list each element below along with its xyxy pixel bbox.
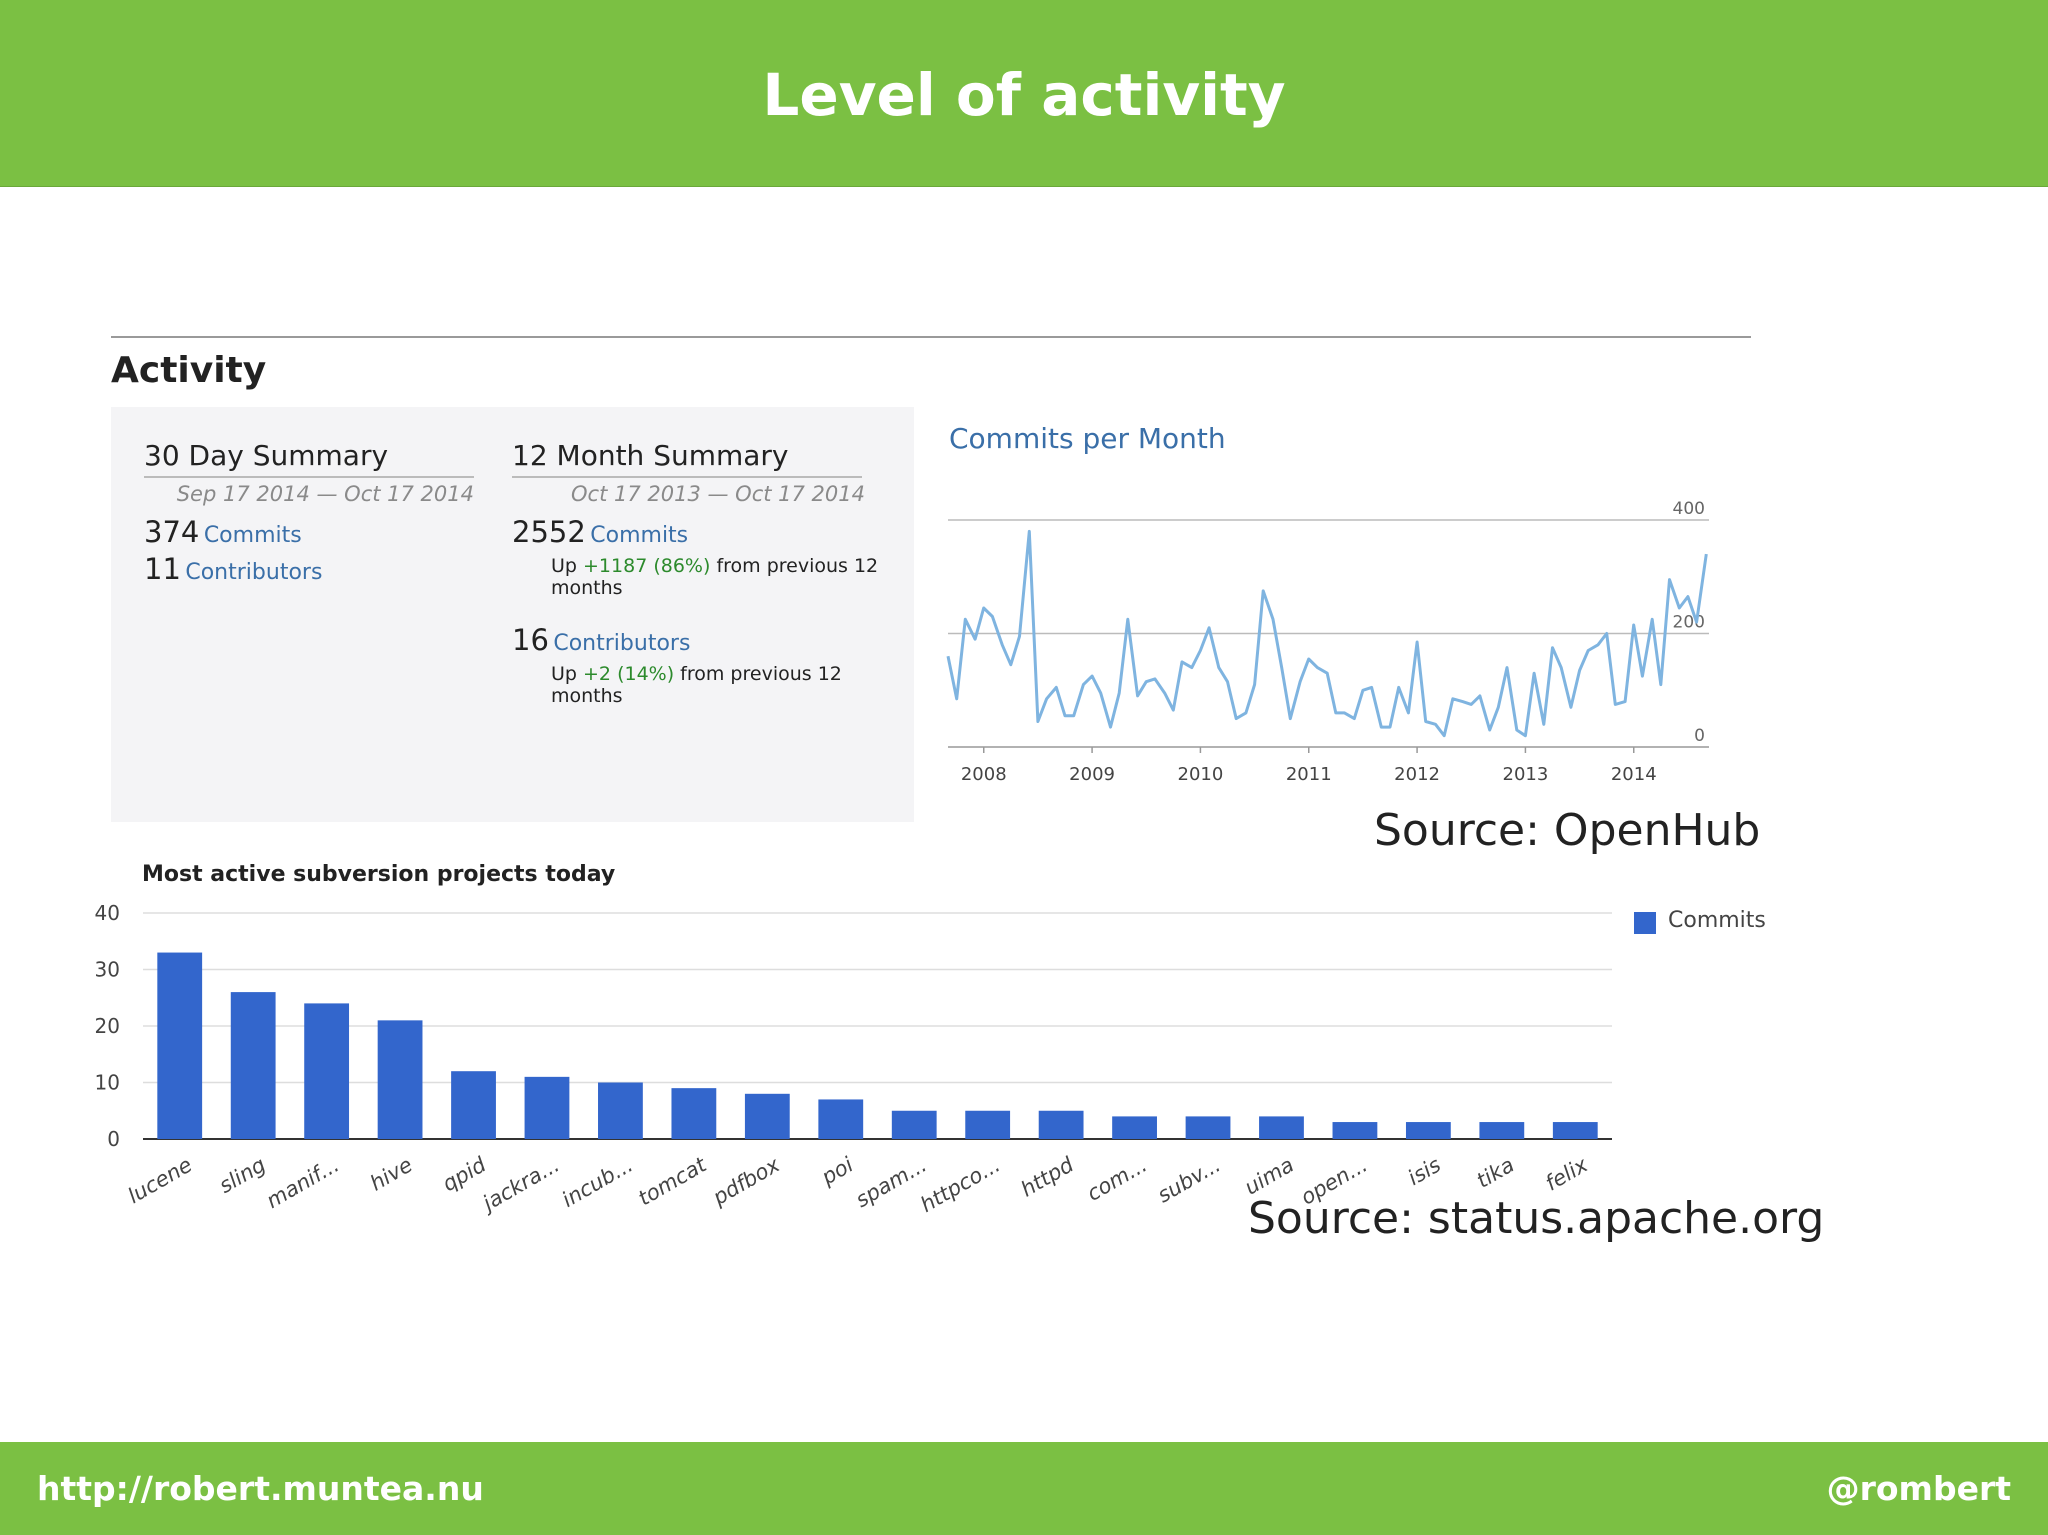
commits-up-prefix: Up — [551, 555, 577, 577]
divider — [111, 336, 1751, 338]
x-tick-label: 2014 — [1611, 764, 1657, 785]
footer-url[interactable]: http://robert.muntea.nu — [37, 1469, 484, 1508]
x-tick-label: 2013 — [1503, 764, 1549, 785]
month12-commits-link[interactable]: Commits — [590, 523, 689, 548]
x-tick-label: qpid — [438, 1152, 490, 1196]
bar-qpid — [451, 1071, 496, 1139]
day30-contributors: 11 Contributors — [144, 552, 322, 586]
day30-commits-link[interactable]: Commits — [203, 523, 302, 548]
x-tick-label: pdfbox — [708, 1152, 784, 1210]
contributors-up-prefix: Up — [551, 663, 577, 685]
x-tick-label: 2012 — [1394, 764, 1440, 785]
bar-jackra — [524, 1076, 570, 1139]
bar-tomcat — [671, 1088, 717, 1139]
x-tick-label: poi — [817, 1152, 858, 1189]
commits-up-delta: +1187 (86%) — [583, 555, 711, 577]
x-tick-label: 2010 — [1178, 764, 1224, 785]
commits-up-suffix: from previous 12 — [716, 555, 879, 577]
day30-contributors-link[interactable]: Contributors — [185, 560, 323, 585]
source-openhub: Source: OpenHub — [1374, 805, 1761, 856]
bar-spam — [891, 1110, 937, 1139]
line-chart-title: Commits per Month — [949, 422, 1226, 455]
bar-lucene — [157, 952, 203, 1139]
bar-com — [1112, 1116, 1157, 1139]
x-tick-label: manif... — [262, 1153, 343, 1214]
x-tick-label: lucene — [124, 1153, 196, 1209]
series-line-commits — [946, 529, 1708, 738]
x-tick-label: subv... — [1153, 1153, 1224, 1208]
month12-contributors-change: Up +2 (14%) from previous 12 months — [551, 663, 842, 707]
legend-label: Commits — [1668, 908, 1766, 933]
y-tick-label: 10 — [95, 1071, 120, 1095]
month12-commits-value: 2552 — [512, 515, 586, 549]
x-tick-label: com... — [1083, 1153, 1151, 1206]
day30-contributors-value: 11 — [144, 552, 181, 586]
x-tick-label: httpco... — [916, 1153, 1004, 1218]
bar-felix — [1552, 1122, 1598, 1139]
slide-footer: http://robert.muntea.nu @rombert — [0, 1442, 2048, 1535]
slide-title: Level of activity — [762, 61, 1286, 129]
bar-incub — [598, 1082, 643, 1139]
activity-heading: Activity — [111, 350, 267, 391]
month12-contributors-link[interactable]: Contributors — [553, 631, 691, 656]
bar-chart-title: Most active subversion projects today — [142, 862, 616, 887]
bar-httpco — [965, 1110, 1011, 1139]
x-tick-label: spam... — [851, 1153, 930, 1213]
y-tick-label: 0 — [1694, 726, 1705, 746]
x-tick-label: tika — [1472, 1153, 1518, 1193]
bar-sling — [230, 992, 276, 1139]
y-tick-label: 200 — [1673, 613, 1705, 633]
month12-range: Oct 17 2013 — Oct 17 2014 — [571, 482, 865, 506]
contributors-up-suffix: from previous 12 — [680, 663, 842, 685]
contributors-up-delta: +2 (14%) — [583, 663, 675, 685]
day30-commits: 374 Commits — [144, 515, 302, 549]
x-tick-label: hive — [366, 1153, 417, 1196]
x-tick-label: incub... — [558, 1153, 637, 1212]
source-apache: Source: status.apache.org — [1248, 1193, 1825, 1244]
commits-per-month-chart: 0 200 400 2008 2009 2010 2011 2012 2013 2014 — [946, 499, 1709, 785]
commits-up-suffix2: months — [551, 577, 623, 599]
x-tick-label: httpd — [1017, 1152, 1078, 1201]
bar-isis — [1405, 1122, 1451, 1139]
y-tick-label: 400 — [1673, 499, 1705, 519]
x-tick-label: jackra... — [476, 1153, 563, 1217]
contributors-up-suffix2: months — [551, 685, 623, 707]
x-tick-label: sling — [215, 1153, 270, 1198]
y-tick-label: 30 — [95, 958, 120, 982]
x-tick-label: isis — [1404, 1153, 1445, 1191]
day30-commits-value: 374 — [144, 515, 200, 549]
day30-heading: 30 Day Summary — [144, 439, 474, 478]
bar-tika — [1479, 1122, 1525, 1139]
x-tick-label: 2008 — [961, 764, 1007, 785]
bar-manif — [304, 1003, 350, 1139]
y-tick-label: 0 — [107, 1127, 120, 1151]
bar-open — [1332, 1122, 1378, 1139]
month12-heading: 12 Month Summary — [512, 439, 862, 478]
legend-swatch — [1634, 912, 1656, 934]
slide-header: Level of activity — [0, 0, 2048, 187]
bar-uima — [1259, 1116, 1304, 1139]
summary-panel: 30 Day Summary Sep 17 2014 — Oct 17 2014… — [111, 407, 914, 822]
bar-pdfbox — [744, 1093, 790, 1139]
x-tick-label: 2009 — [1069, 764, 1115, 785]
x-tick-label: 2011 — [1286, 764, 1332, 785]
y-tick-label: 40 — [95, 901, 120, 925]
y-tick-label: 20 — [95, 1014, 120, 1038]
footer-handle: @rombert — [1826, 1469, 2011, 1508]
month12-contributors: 16 Contributors — [512, 623, 690, 657]
bar-httpd — [1038, 1110, 1084, 1139]
bar-subv — [1185, 1116, 1231, 1139]
bar-hive — [377, 1020, 423, 1139]
month12-contributors-value: 16 — [512, 623, 549, 657]
x-tick-label: felix — [1541, 1152, 1592, 1195]
x-tick-label: tomcat — [634, 1152, 711, 1210]
bar-poi — [818, 1099, 864, 1139]
day30-range: Sep 17 2014 — Oct 17 2014 — [176, 482, 474, 506]
month12-commits: 2552 Commits — [512, 515, 688, 549]
month12-commits-change: Up +1187 (86%) from previous 12 months — [551, 555, 878, 599]
